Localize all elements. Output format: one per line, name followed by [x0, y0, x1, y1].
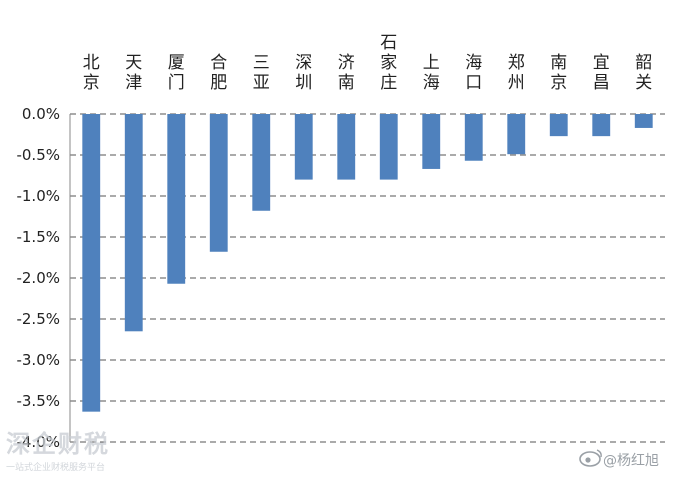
category-label: 南京 — [550, 53, 567, 93]
category-label: 三亚 — [253, 53, 270, 93]
y-tick-label: -3.0% — [16, 351, 60, 369]
category-label: 济南 — [338, 53, 355, 93]
y-tick-label: -1.0% — [16, 187, 60, 205]
bars — [82, 114, 653, 412]
gridlines — [70, 113, 665, 443]
category-label: 宜昌 — [593, 53, 610, 93]
bar — [379, 114, 398, 180]
y-tick-label: 0.0% — [22, 105, 60, 123]
bar — [82, 114, 101, 412]
y-tick-label: -4.0% — [16, 433, 60, 451]
bar — [592, 114, 611, 137]
bar — [209, 114, 228, 252]
y-axis-tick-labels: 0.0% -0.5% -1.0% -1.5% -2.0% -2.5% -3.0% -3.5% -… — [16, 105, 60, 451]
bar — [337, 114, 356, 180]
category-label: 上海 — [423, 53, 440, 93]
category-label: 合肥 — [210, 53, 227, 93]
y-tick-label: -2.0% — [16, 269, 60, 287]
category-label: 天津 — [125, 53, 142, 93]
bar — [252, 114, 271, 211]
y-tick-label: -1.5% — [16, 228, 60, 246]
bar — [507, 114, 526, 155]
category-label: 深圳 — [295, 53, 312, 93]
y-tick-label: -0.5% — [16, 146, 60, 164]
watermark-text: 深企财税 — [6, 429, 110, 458]
y-tick-label: -2.5% — [16, 310, 60, 328]
category-label: 郑州 — [508, 53, 525, 93]
bar — [124, 114, 143, 332]
bar — [549, 114, 568, 137]
category-label: 石家庄 — [380, 33, 397, 93]
bar — [422, 114, 441, 169]
author-credit: @杨红旭 — [603, 453, 659, 469]
weibo-icon — [579, 449, 602, 467]
bar — [294, 114, 313, 180]
category-label: 海口 — [465, 53, 482, 93]
bar — [464, 114, 483, 161]
category-label: 厦门 — [168, 53, 185, 93]
category-label: 北京 — [83, 53, 100, 93]
watermark-subtext: 一站式企业财税服务平台 — [6, 461, 105, 473]
category-label: 韶关 — [635, 53, 652, 93]
bar — [634, 114, 653, 128]
bar — [167, 114, 186, 284]
y-tick-label: -3.5% — [16, 392, 60, 410]
